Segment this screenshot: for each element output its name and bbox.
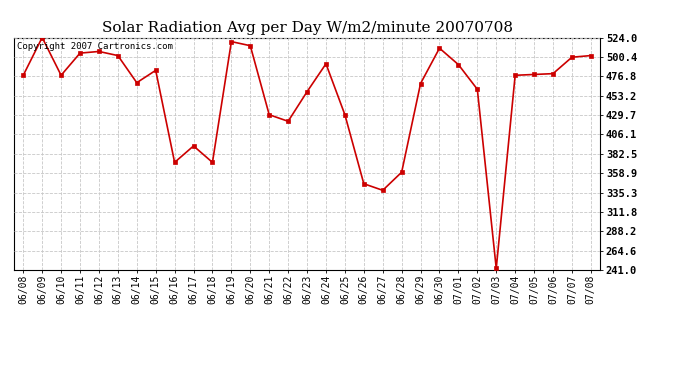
- Text: Copyright 2007 Cartronics.com: Copyright 2007 Cartronics.com: [17, 42, 172, 51]
- Title: Solar Radiation Avg per Day W/m2/minute 20070708: Solar Radiation Avg per Day W/m2/minute …: [101, 21, 513, 35]
